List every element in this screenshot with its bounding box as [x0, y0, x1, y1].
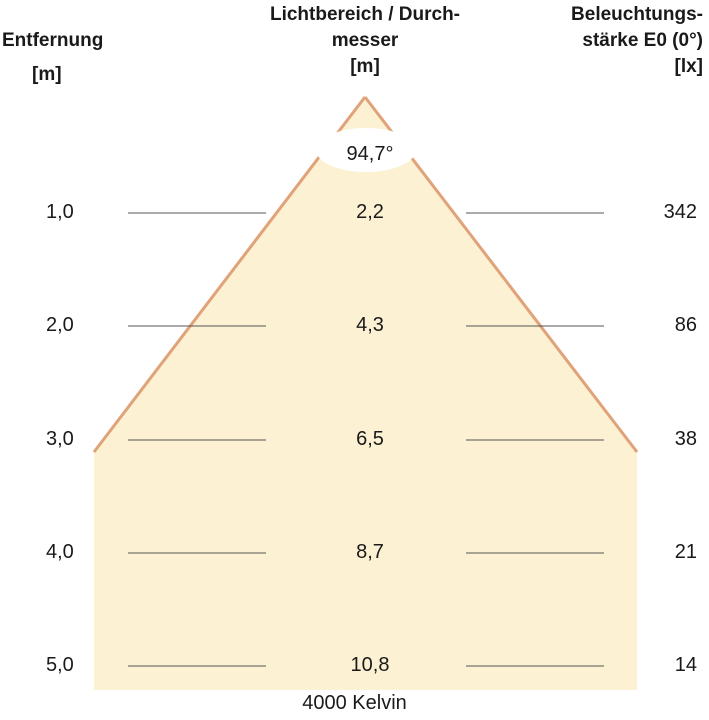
distance-value: 4,0	[46, 541, 74, 563]
distance-header-unit: [m]	[32, 64, 62, 85]
illuminance-value: 14	[674, 654, 697, 676]
distance-header: Entfernung [m]	[2, 2, 104, 85]
diameter-value: 6,5	[356, 428, 384, 450]
illuminance-value: 86	[674, 314, 697, 336]
diameter-header: Lichtbereich / Durch- messer [m]	[269, 4, 461, 77]
guide-lines	[128, 212, 604, 667]
diameter-value: 4,3	[356, 314, 384, 336]
distance-header-label: Entfernung	[2, 30, 104, 51]
beam-angle-label-background	[316, 128, 416, 172]
diameter-value: 8,7	[356, 541, 384, 563]
illuminance-header: Beleuchtungs- stärke E0 (0°) [lx]	[571, 4, 703, 77]
diameter-value: 10,8	[350, 654, 390, 676]
distance-value: 3,0	[46, 428, 74, 450]
illuminance-value: 21	[674, 541, 697, 563]
color-temperature-label: 4000 Kelvin	[302, 692, 407, 714]
diameter-value: 2,2	[356, 201, 384, 223]
distance-value: 1,0	[46, 201, 74, 223]
illuminance-value: 342	[663, 201, 697, 223]
illuminance-value: 38	[674, 428, 697, 450]
beam-cone-fill	[94, 97, 637, 690]
distance-value: 5,0	[46, 654, 74, 676]
beam-angle-label: 94,7°	[346, 143, 394, 165]
distance-value: 2,0	[46, 314, 74, 336]
